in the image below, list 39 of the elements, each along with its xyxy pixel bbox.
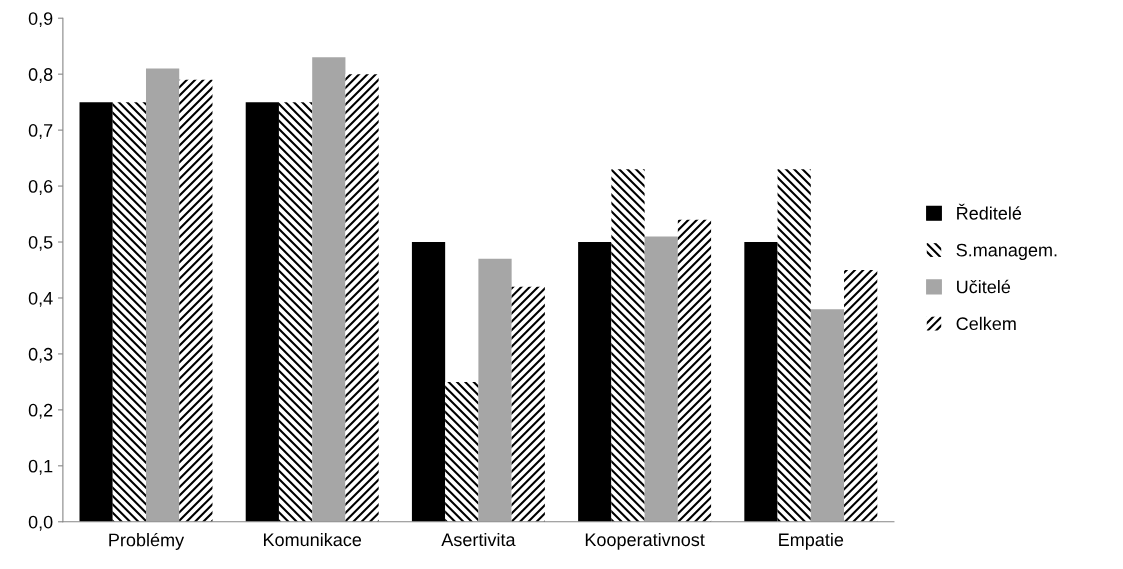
y-tick-label: 0,6 (28, 180, 53, 195)
bar (411, 242, 446, 522)
bar (777, 169, 811, 522)
bar (278, 102, 313, 522)
x-tick-label: Kooperativnost (585, 532, 705, 550)
bar (445, 381, 479, 522)
y-tick-label: 0,9 (28, 12, 53, 28)
bar (179, 79, 213, 522)
legend-label: Učitelé (957, 279, 1011, 294)
y-tick-label: 0,5 (28, 235, 53, 251)
bar (611, 169, 645, 522)
y-tick-label: 0,4 (28, 291, 53, 307)
bar (79, 102, 113, 522)
bar (844, 269, 878, 522)
bar (677, 219, 712, 522)
y-tick-label: 0,7 (28, 124, 53, 139)
bar (644, 236, 678, 522)
bar (312, 57, 346, 522)
x-tick-label: Problémy (109, 532, 185, 550)
bar (478, 258, 512, 522)
x-tick-label: Asertivita (441, 532, 516, 547)
bar (744, 242, 778, 522)
y-tick-label: 0,8 (28, 68, 53, 84)
bar (578, 242, 612, 522)
bar (112, 102, 146, 522)
bar (511, 286, 545, 522)
bar (345, 74, 379, 522)
y-tick-label: 0,2 (28, 403, 53, 419)
y-tick-label: 0,0 (28, 515, 53, 531)
bar (810, 309, 845, 522)
legend-label: S.managem. (956, 243, 1057, 261)
y-tick-label: 0,3 (28, 347, 53, 363)
x-tick-label: Komunikace (264, 532, 362, 547)
bar (245, 102, 279, 522)
y-tick-label: 0,1 (28, 459, 53, 475)
bar (145, 68, 180, 522)
legend-label: Ředitelé (957, 203, 1022, 220)
x-tick-label: Empatie (779, 532, 844, 550)
legend-label: Celkem (956, 316, 1016, 331)
